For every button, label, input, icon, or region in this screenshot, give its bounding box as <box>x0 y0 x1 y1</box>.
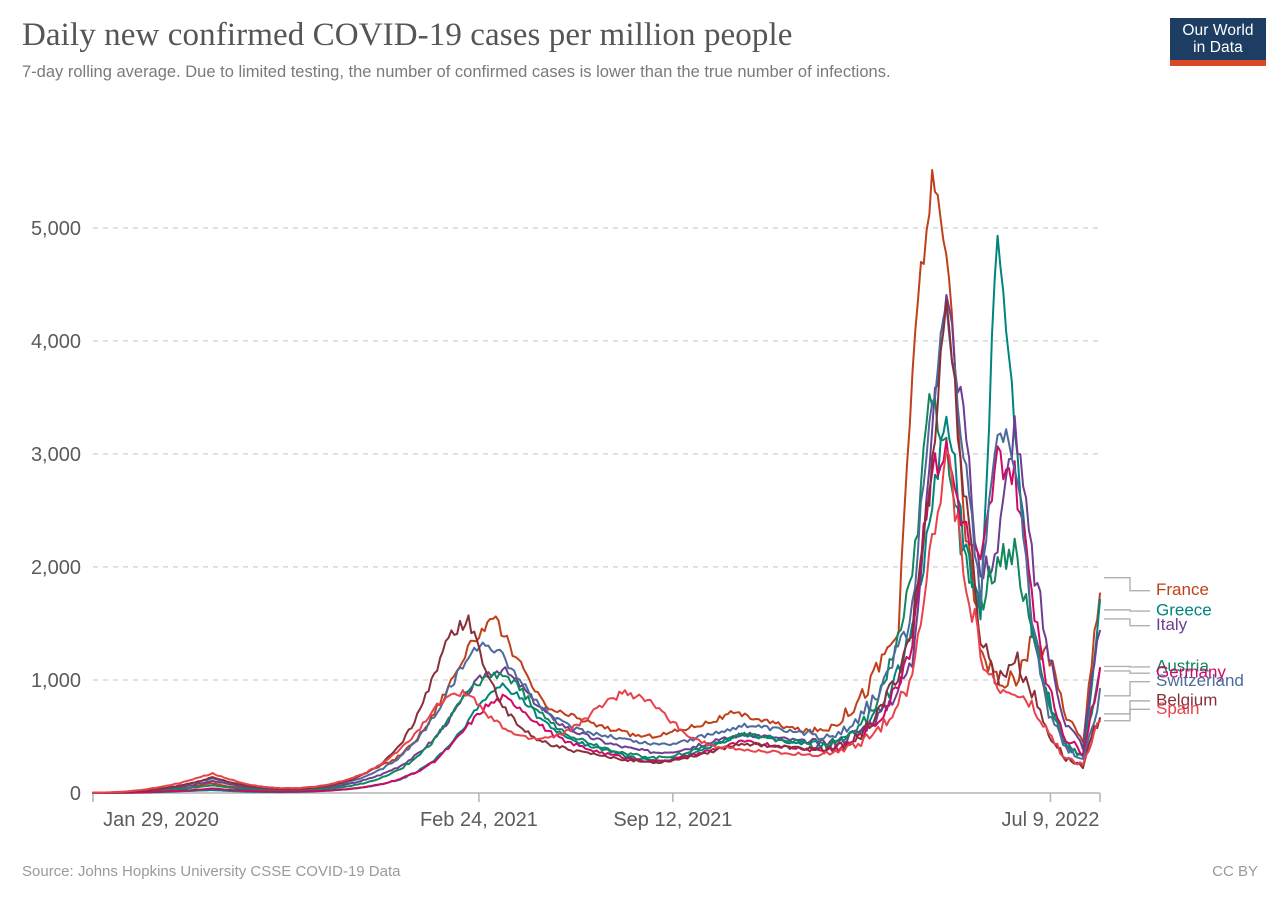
owid-logo-line1: Our World <box>1182 22 1254 39</box>
legend-connector-belgium <box>1104 700 1150 715</box>
legend-label-belgium[interactable]: Belgium <box>1156 690 1217 709</box>
legend-label-france[interactable]: France <box>1156 580 1209 599</box>
legend-connector-austria <box>1104 665 1150 668</box>
license-note[interactable]: CC BY <box>1212 863 1258 880</box>
legend-connector-greece <box>1104 609 1150 612</box>
legend-connector-switzerland <box>1104 680 1150 697</box>
legend-label-spain[interactable]: Spain <box>1156 699 1199 718</box>
x-axis-tick-label: Sep 12, 2021 <box>613 809 732 831</box>
chart-header: Daily new confirmed COVID-19 cases per m… <box>22 14 1142 85</box>
page-title: Daily new confirmed COVID-19 cases per m… <box>22 17 793 53</box>
legend-connector-spain <box>1104 708 1150 722</box>
chart-subtitle: 7-day rolling average. Due to limited te… <box>22 63 891 81</box>
y-axis-tick-label: 2,000 <box>31 557 81 579</box>
chart-footer: Source: Johns Hopkins University CSSE CO… <box>22 863 1258 880</box>
x-axis-tick-label: Jan 29, 2020 <box>103 809 219 831</box>
source-note: Source: Johns Hopkins University CSSE CO… <box>22 863 401 880</box>
legend-connector-italy <box>1104 618 1150 627</box>
series-line-france[interactable] <box>92 169 1101 794</box>
series-line-spain[interactable] <box>92 449 1101 794</box>
x-axis-tick-label: Jul 9, 2022 <box>1002 809 1100 831</box>
owid-logo[interactable]: Our World in Data <box>1170 18 1266 66</box>
y-axis-tick-label: 5,000 <box>31 218 81 240</box>
series-line-belgium[interactable] <box>92 299 1101 794</box>
y-axis-tick-label: 0 <box>70 783 81 805</box>
y-axis-tick-label: 1,000 <box>31 670 81 692</box>
series-line-germany[interactable] <box>92 439 1101 794</box>
x-axis-tick-label: Feb 24, 2021 <box>420 809 538 831</box>
legend-label-germany[interactable]: Germany <box>1156 663 1226 682</box>
legend-connector-germany <box>1104 670 1150 674</box>
legend-label-austria[interactable]: Austria <box>1156 656 1209 675</box>
series-line-switzerland[interactable] <box>92 303 1101 794</box>
legend-label-switzerland[interactable]: Switzerland <box>1156 671 1244 690</box>
series-line-italy[interactable] <box>92 293 1101 794</box>
legend-label-greece[interactable]: Greece <box>1156 600 1212 619</box>
legend-label-italy[interactable]: Italy <box>1156 615 1188 634</box>
legend-connector-france <box>1104 576 1150 592</box>
y-axis-tick-label: 4,000 <box>31 331 81 353</box>
y-axis-tick-label: 3,000 <box>31 444 81 466</box>
owid-logo-line2: in Data <box>1193 39 1243 56</box>
